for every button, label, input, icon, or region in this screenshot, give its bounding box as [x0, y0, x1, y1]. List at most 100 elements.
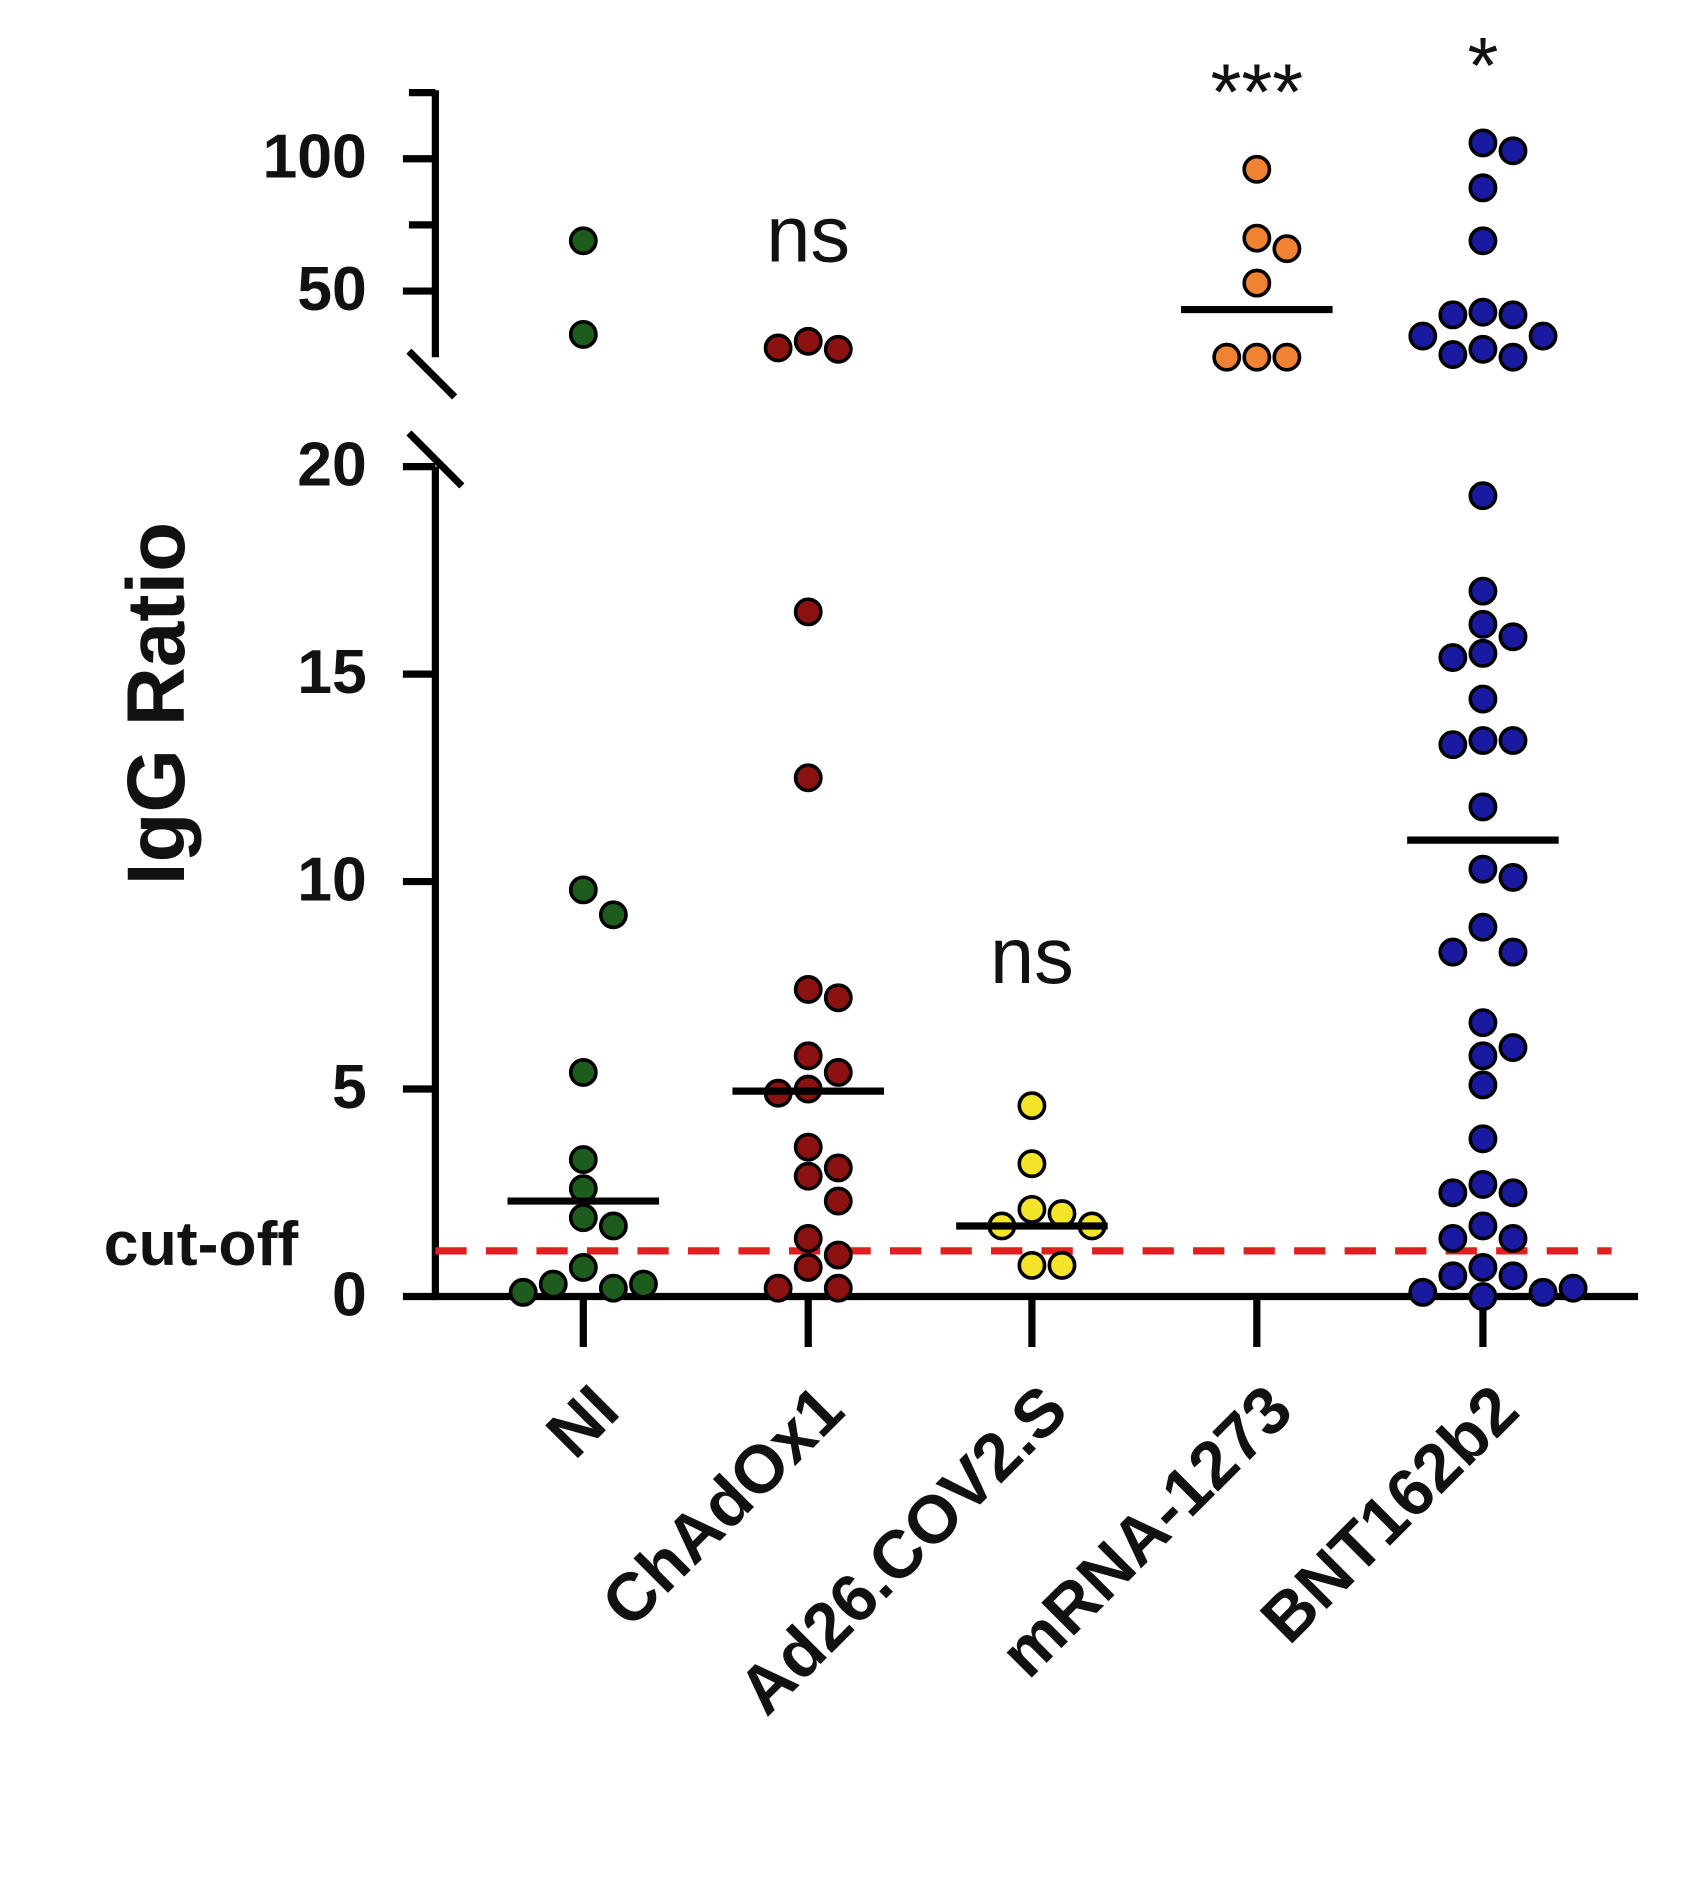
significance-label: ns	[990, 911, 1074, 1000]
dot	[793, 597, 823, 627]
dot	[1438, 730, 1468, 760]
dot	[1438, 937, 1468, 967]
dot	[1272, 234, 1302, 264]
dot	[1272, 342, 1302, 372]
dot	[793, 1223, 823, 1253]
dot	[1498, 1223, 1528, 1253]
dot	[823, 983, 853, 1013]
dot	[1212, 342, 1242, 372]
dot	[793, 1253, 823, 1282]
dot	[1498, 1033, 1528, 1062]
significance-label: *	[1467, 21, 1498, 110]
dot	[763, 1273, 793, 1303]
dot	[1498, 342, 1528, 372]
dot	[1242, 342, 1272, 372]
y-tick-label: 10	[297, 845, 367, 915]
dot	[793, 975, 823, 1004]
dot	[793, 326, 823, 356]
dot	[568, 1145, 598, 1175]
dot	[1242, 223, 1272, 253]
dot	[1438, 643, 1468, 672]
dot	[508, 1277, 538, 1307]
dot	[823, 334, 853, 364]
dot	[1438, 1178, 1468, 1208]
y-axis-label: IgG Ratio	[111, 522, 202, 885]
dot	[568, 1203, 598, 1233]
x-tick-label: NI	[532, 1371, 633, 1472]
dot	[598, 900, 628, 930]
dot	[1408, 321, 1438, 351]
dot	[568, 1174, 598, 1204]
dot	[1468, 1041, 1498, 1071]
dot	[1468, 297, 1498, 327]
dot	[538, 1269, 568, 1299]
y-tick-label: 5	[332, 1052, 367, 1122]
dot	[1468, 1124, 1498, 1154]
dot	[568, 1058, 598, 1087]
dot	[1498, 862, 1528, 892]
dot	[1017, 1250, 1047, 1280]
dot	[1017, 1091, 1047, 1121]
significance-label: ns	[766, 190, 850, 279]
dot	[823, 1240, 853, 1270]
dot	[1528, 1277, 1558, 1307]
dot	[1047, 1250, 1077, 1280]
dot	[568, 320, 598, 349]
dot	[1438, 300, 1468, 330]
dot	[568, 1253, 598, 1282]
dot	[1498, 136, 1528, 166]
dot	[629, 1269, 658, 1299]
dot	[1468, 638, 1498, 668]
dot	[793, 763, 823, 793]
dot	[1498, 726, 1528, 755]
dot	[1438, 340, 1468, 369]
dot	[1468, 128, 1498, 158]
dot	[1498, 937, 1528, 967]
dot	[1468, 173, 1498, 203]
dot	[1468, 726, 1498, 755]
dot	[1468, 792, 1498, 822]
dot	[568, 226, 598, 256]
dot	[1242, 268, 1272, 298]
dot	[598, 1211, 628, 1241]
dot	[568, 875, 598, 905]
dot	[793, 1132, 823, 1162]
dot	[1468, 226, 1498, 256]
dot	[1498, 1178, 1528, 1208]
dot	[793, 1161, 823, 1191]
dot	[1468, 1282, 1498, 1311]
significance-label: ***	[1210, 48, 1303, 137]
dot	[598, 1273, 628, 1303]
dot	[1468, 1253, 1498, 1282]
dot	[1468, 1170, 1498, 1199]
dot	[823, 1058, 853, 1087]
plot: IgG Ratio 0510152050100cut-offNIChAdOx1A…	[104, 21, 1639, 1729]
dot	[823, 1273, 853, 1303]
dot	[1438, 1223, 1468, 1253]
dot	[793, 1041, 823, 1071]
dot	[1468, 1211, 1498, 1241]
dot	[1498, 1261, 1528, 1291]
dot	[823, 1153, 853, 1183]
y-tick-label: 100	[262, 122, 366, 192]
dot	[1438, 1261, 1468, 1291]
dot	[1498, 622, 1528, 652]
dot	[823, 1186, 853, 1216]
y-tick-label: 15	[297, 637, 367, 707]
dot	[1468, 1008, 1498, 1038]
y-tick-label: 0	[332, 1259, 367, 1329]
dot	[1468, 609, 1498, 639]
axis-break	[406, 430, 465, 489]
dot	[1468, 334, 1498, 364]
dot	[1468, 684, 1498, 714]
dot	[1408, 1277, 1438, 1307]
dot	[1498, 300, 1528, 330]
y-tick-label: 50	[297, 254, 367, 324]
dot	[1558, 1273, 1588, 1303]
dot	[1468, 854, 1498, 884]
dot	[1017, 1194, 1047, 1224]
dot	[1017, 1149, 1047, 1179]
dot	[1468, 481, 1498, 511]
dot	[1468, 1070, 1498, 1100]
cutoff-label: cut-off	[104, 1209, 299, 1279]
